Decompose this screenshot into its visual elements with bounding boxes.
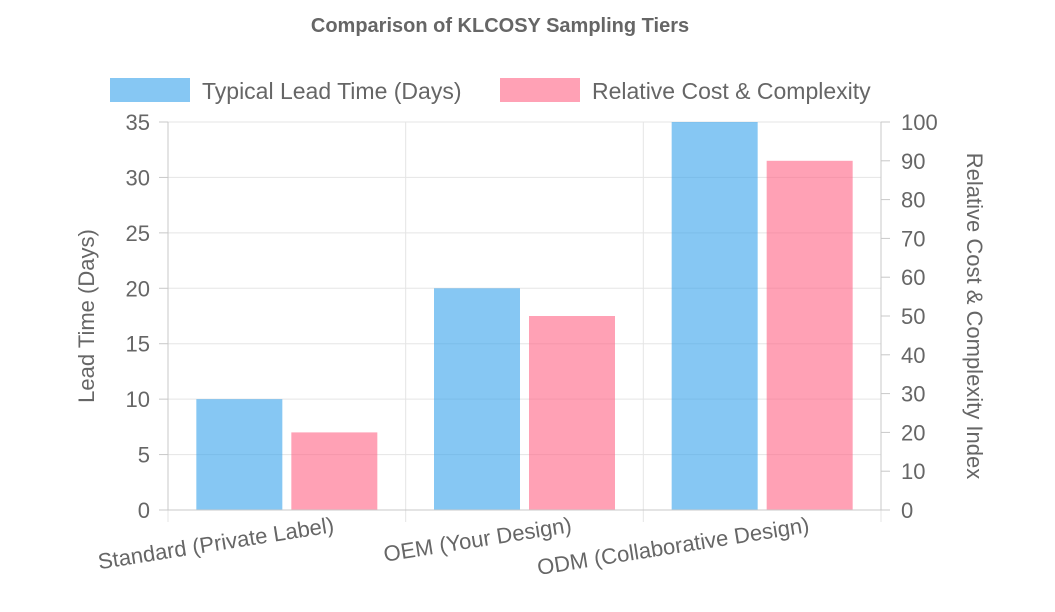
y-axis-right-label: Relative Cost & Complexity Index xyxy=(962,153,987,479)
y-left-tick-label: 0 xyxy=(138,498,150,523)
y-right-tick-label: 20 xyxy=(901,420,925,445)
y-right-tick-label: 90 xyxy=(901,149,925,174)
x-tick-label: Standard (Private Label) xyxy=(96,512,335,574)
bar-cost-2[interactable] xyxy=(766,160,853,511)
y-left-tick-label: 25 xyxy=(126,221,150,246)
legend-label-cost: Relative Cost & Complexity xyxy=(592,78,871,104)
legend-swatch-lead-time xyxy=(110,78,190,102)
y-left-tick-label: 20 xyxy=(126,276,150,301)
y-axis-left-label: Lead Time (Days) xyxy=(74,229,99,403)
bars xyxy=(196,122,853,511)
y-right-tick-label: 10 xyxy=(901,459,925,484)
bar-lead-time-0[interactable] xyxy=(196,399,283,510)
y-left-tick-label: 5 xyxy=(138,443,150,468)
y-right-tick-label: 60 xyxy=(901,265,925,290)
bar-lead-time-1[interactable] xyxy=(434,288,520,510)
y-right-tick-label: 30 xyxy=(901,382,925,407)
y-left-tick-label: 30 xyxy=(126,165,150,190)
y-right-tick-label: 100 xyxy=(901,110,938,135)
y-right-tick-label: 0 xyxy=(901,498,913,523)
y-right-tick-label: 70 xyxy=(901,226,925,251)
y-right-tick-label: 50 xyxy=(901,304,925,329)
y-left-tick-label: 35 xyxy=(126,110,150,135)
bar-cost-0[interactable] xyxy=(291,432,378,510)
legend-label-lead-time: Typical Lead Time (Days) xyxy=(202,78,461,104)
chart-title: Comparison of KLCOSY Sampling Tiers xyxy=(311,15,689,37)
y-left-tick-label: 10 xyxy=(126,387,150,412)
bar-lead-time-2[interactable] xyxy=(671,122,758,510)
x-tick-label: ODM (Collaborative Design) xyxy=(535,512,811,580)
bar-cost-1[interactable] xyxy=(529,316,615,510)
y-left-tick-label: 15 xyxy=(126,332,150,357)
y-right-tick-label: 40 xyxy=(901,343,925,368)
legend-swatch-cost xyxy=(500,78,580,102)
legend-item-cost[interactable]: Relative Cost & Complexity xyxy=(500,78,871,104)
legend-item-lead-time[interactable]: Typical Lead Time (Days) xyxy=(110,78,461,104)
legend: Typical Lead Time (Days) Relative Cost &… xyxy=(110,78,871,104)
y-right-tick-label: 80 xyxy=(901,188,925,213)
